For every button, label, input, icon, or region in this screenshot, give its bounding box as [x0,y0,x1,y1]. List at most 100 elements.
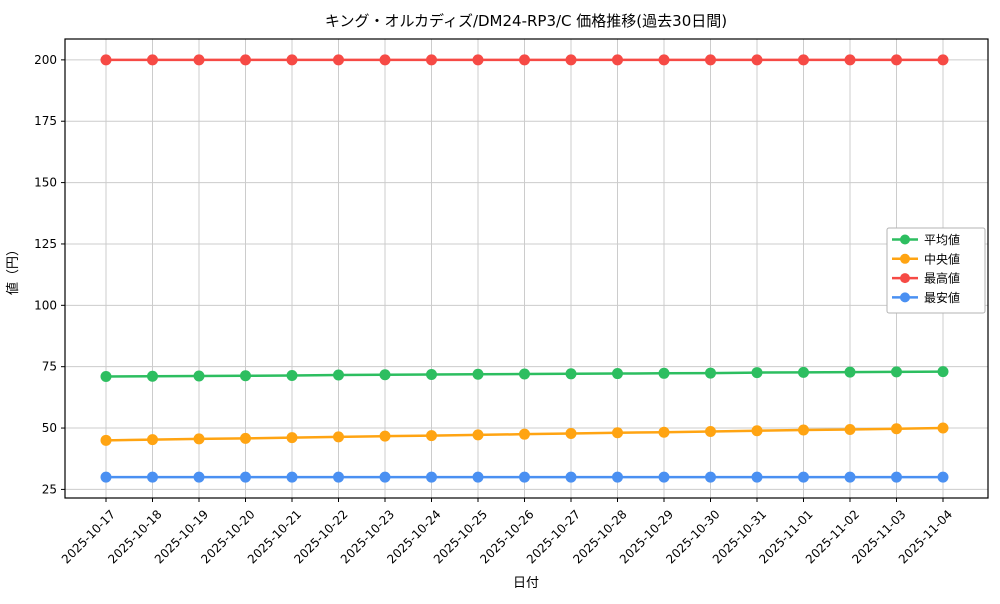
data-point-median [333,431,344,443]
data-point-median [658,426,670,438]
data-point-min [240,471,251,483]
data-point-min [844,471,856,483]
data-point-min [705,471,716,483]
data-point-median [844,424,856,436]
data-point-max [798,54,809,66]
legend-label-min: 最安値 [924,290,960,305]
y-tick-label: 50 [42,421,57,435]
axes-layer: 2550751001251501752002025-10-172025-10-1… [34,38,989,566]
legend-box [886,227,986,314]
series-layer [100,54,949,483]
y-tick-label: 150 [34,176,57,190]
legend-marker-max [900,273,910,284]
data-point-median [798,424,809,436]
data-point-average [565,368,577,380]
data-point-max [519,54,530,66]
data-point-median [100,434,112,446]
data-point-min [937,471,949,483]
data-point-average [472,368,484,380]
data-point-max [612,54,623,66]
data-point-average [798,366,809,378]
data-point-average [705,367,716,379]
legend-marker-average [900,234,910,245]
data-point-median [426,430,437,442]
data-point-median [891,423,902,435]
data-point-min [565,471,577,483]
data-point-max [286,54,298,66]
data-point-min [798,471,809,483]
y-axis-label: 値（円） [5,243,21,295]
y-tick-label: 175 [34,114,57,128]
data-point-median [286,432,298,444]
data-point-max [333,54,344,66]
y-tick-label: 25 [42,482,57,496]
x-axis-label: 日付 [513,576,539,591]
data-point-max [844,54,856,66]
data-point-min [519,471,530,483]
data-point-max [193,54,205,66]
data-point-average [658,367,670,379]
data-point-median [519,428,530,440]
data-point-min [379,471,391,483]
data-point-average [240,370,251,382]
data-point-average [147,370,158,382]
data-point-max [937,54,949,66]
data-point-average [286,370,298,382]
data-point-median [147,434,158,446]
data-point-max [472,54,484,66]
data-point-max [426,54,437,66]
data-point-max [705,54,716,66]
data-point-average [612,368,623,380]
data-point-average [193,370,205,382]
data-point-min [193,471,205,483]
data-point-max [379,54,391,66]
data-point-min [286,471,298,483]
legend-marker-min [900,292,910,303]
legend-label-max: 最高値 [924,271,960,286]
data-point-min [658,471,670,483]
data-point-median [565,427,577,439]
data-point-median [751,425,763,437]
data-point-median [472,429,484,441]
data-point-median [937,422,949,434]
legend-label-average: 平均値 [924,232,960,247]
data-point-average [844,366,856,378]
y-tick-label: 200 [34,53,57,67]
data-point-average [333,369,344,381]
data-point-min [891,471,902,483]
data-point-max [891,54,902,66]
data-point-max [240,54,251,66]
data-point-average [937,366,949,378]
data-point-max [565,54,577,66]
plot-border [64,38,989,499]
y-tick-label: 125 [34,237,57,251]
legend-marker-median [900,253,910,264]
data-point-median [612,427,623,439]
data-point-min [100,471,112,483]
data-point-average [100,371,112,382]
data-point-average [751,367,763,379]
data-point-max [751,54,763,66]
data-point-median [705,425,716,437]
data-point-min [147,471,158,483]
data-point-min [333,471,344,483]
data-point-max [147,54,158,66]
y-tick-label: 100 [34,298,57,312]
data-point-min [472,471,484,483]
data-point-min [426,471,437,483]
data-point-average [519,368,530,380]
data-point-min [612,471,623,483]
data-point-average [379,369,391,381]
data-point-median [193,433,205,445]
data-point-median [240,432,251,444]
data-point-max [658,54,670,66]
data-point-average [426,369,437,381]
chart-title: キング・オルカディズ/DM24-RP3/C 価格推移(過去30日間) [325,12,727,30]
y-tick-label: 75 [42,360,57,374]
legend-label-median: 中央値 [924,251,960,266]
data-point-max [100,54,112,66]
data-point-average [891,366,902,378]
